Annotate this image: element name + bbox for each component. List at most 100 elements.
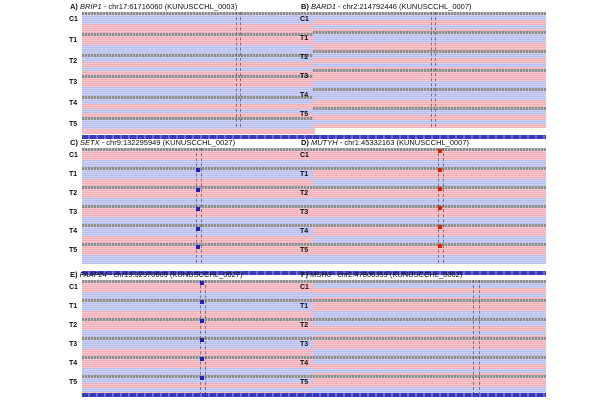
track-t5: T5	[300, 107, 546, 128]
track-label: T5	[300, 111, 309, 118]
read-pileup	[313, 283, 546, 301]
panel-title: E) FAAP24 - chr19:32976669 (KUNUSCCHL_00…	[70, 270, 242, 279]
read-pileup	[313, 302, 546, 320]
locus-label: - chr2:47806359 (KUNUSCCHL_0002)	[331, 270, 463, 279]
read-pileup	[82, 99, 315, 117]
read-pileup	[82, 246, 315, 264]
variant-mark	[438, 187, 442, 191]
track-label: T3	[69, 341, 78, 348]
track-t1: T1	[69, 33, 315, 54]
track-c1: C1	[69, 12, 315, 33]
gene-name: MUTYH	[311, 138, 338, 147]
coverage-bar	[82, 318, 315, 321]
panel-b: B) BARD1 - chr2:214792446 (KUNUSCCHL_000…	[300, 2, 546, 141]
read-pileup	[313, 72, 546, 90]
variant-mark	[196, 207, 200, 211]
position-guide-line	[435, 12, 436, 127]
reference-sequence-bar	[313, 393, 546, 397]
panel-title: A) BRIP1 - chr17:61716060 (KUNUSCCHL_000…	[70, 2, 237, 11]
read-pileup	[82, 208, 315, 226]
track-t1: T1	[300, 167, 546, 188]
track-label: T2	[69, 190, 78, 197]
track-c1: C1	[69, 280, 315, 301]
track-label: T1	[300, 171, 309, 178]
coverage-bar	[82, 33, 315, 36]
track-t2: T2	[69, 318, 315, 339]
coverage-bar	[313, 148, 546, 151]
panel-letter: B)	[301, 2, 309, 11]
track-t5: T5	[69, 375, 315, 396]
track-t1: T1	[300, 299, 546, 320]
track-label: T4	[300, 228, 309, 235]
position-guide-line	[240, 12, 241, 127]
track-label: T3	[69, 209, 78, 216]
track-t5: T5	[300, 375, 546, 396]
coverage-bar	[82, 96, 315, 99]
coverage-bar	[313, 337, 546, 340]
coverage-bar	[313, 88, 546, 91]
track-label: T2	[300, 54, 309, 61]
track-label: C1	[69, 152, 78, 159]
position-guide-line	[431, 12, 432, 127]
track-t2: T2	[69, 54, 315, 75]
read-pileup	[313, 15, 546, 33]
reference-sequence-bar	[82, 271, 315, 275]
variant-mark	[200, 338, 204, 342]
track-label: T3	[300, 341, 309, 348]
coverage-bar	[82, 12, 315, 15]
track-label: C1	[300, 284, 309, 291]
variant-mark	[200, 376, 204, 380]
reference-sequence-bar	[82, 393, 315, 397]
variant-mark	[438, 168, 442, 172]
track-t3: T3	[300, 337, 546, 358]
coverage-bar	[313, 69, 546, 72]
read-pileup	[313, 110, 546, 128]
track-label: T3	[69, 79, 78, 86]
coverage-bar	[82, 75, 315, 78]
track-t2: T2	[300, 50, 546, 71]
panel-title: C) SETX - chr9:132295949 (KUNUSCCHL_0027…	[70, 138, 235, 147]
read-pileup	[82, 57, 315, 75]
position-guide-line	[196, 148, 197, 263]
track-t2: T2	[300, 318, 546, 339]
read-pileup	[82, 170, 315, 188]
coverage-bar	[313, 224, 546, 227]
track-t5: T5	[69, 117, 315, 138]
coverage-bar	[313, 280, 546, 283]
coverage-bar	[82, 356, 315, 359]
read-pileup	[82, 189, 315, 207]
track-t2: T2	[300, 186, 546, 207]
panel-letter: A)	[70, 2, 78, 11]
read-pileup	[313, 170, 546, 188]
track-label: T2	[300, 190, 309, 197]
read-pileup	[313, 151, 546, 169]
track-label: T4	[69, 228, 78, 235]
panel-letter: D)	[301, 138, 309, 147]
coverage-bar	[82, 280, 315, 283]
reference-sequence-bar	[313, 135, 546, 139]
gene-name: SETX	[80, 138, 100, 147]
track-label: T2	[300, 322, 309, 329]
track-label: C1	[300, 152, 309, 159]
reference-sequence-bar	[82, 135, 315, 139]
track-label: T5	[300, 247, 309, 254]
coverage-bar	[82, 224, 315, 227]
coverage-bar	[82, 337, 315, 340]
position-guide-line	[443, 148, 444, 263]
track-label: T1	[69, 37, 78, 44]
coverage-bar	[82, 243, 315, 246]
track-t4: T4	[69, 96, 315, 117]
track-label: T5	[300, 379, 309, 386]
gene-name: MSH6	[310, 270, 332, 279]
read-pileup	[313, 227, 546, 245]
locus-label: - chr2:214792446 (KUNUSCCHL_0007)	[336, 2, 472, 11]
read-pileup	[82, 302, 315, 320]
coverage-bar	[313, 167, 546, 170]
read-pileup	[313, 359, 546, 377]
track-label: C1	[300, 16, 309, 23]
track-label: T3	[300, 209, 309, 216]
track-label: T5	[69, 247, 78, 254]
coverage-bar	[82, 299, 315, 302]
coverage-bar	[313, 356, 546, 359]
read-pileup	[313, 378, 546, 394]
